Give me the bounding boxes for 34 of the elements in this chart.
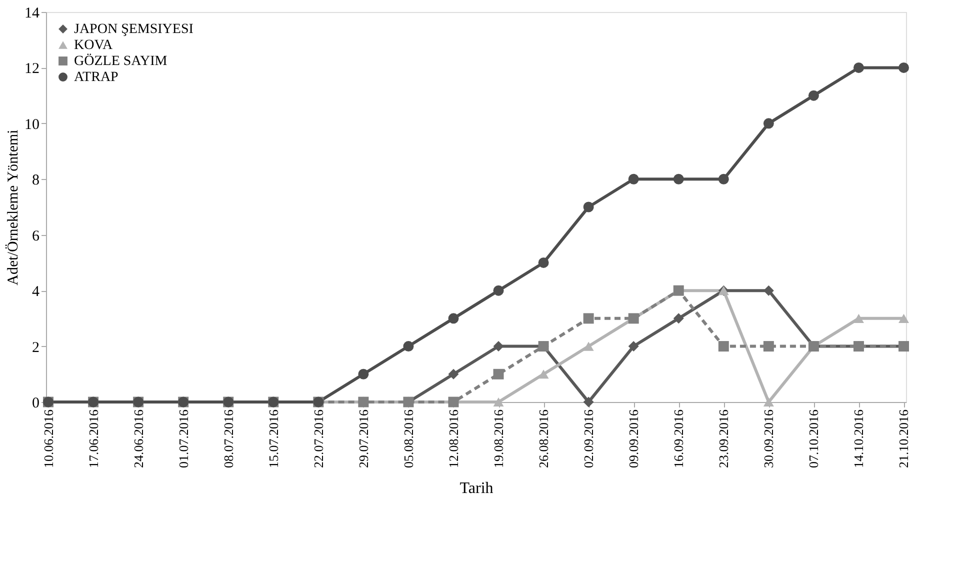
y-tick-label: 12	[24, 61, 40, 78]
y-axis-title: Adet/Örnekleme Yöntemi	[4, 130, 22, 286]
x-axis-title: Tarih	[460, 480, 494, 497]
x-tick-label: 17.06.2016	[86, 409, 101, 468]
y-tick-label: 14	[24, 6, 40, 22]
x-tick-label: 29.07.2016	[356, 409, 371, 468]
legend-label: GÖZLE SAYIM	[74, 53, 168, 69]
legend-label: JAPON ŞEMSIYESI	[74, 22, 194, 37]
x-tick-label: 30.09.2016	[761, 409, 776, 468]
y-tick-label: 6	[32, 228, 40, 244]
x-tick-label: 21.10.2016	[896, 409, 912, 468]
x-tick-label: 02.09.2016	[581, 409, 596, 468]
x-tick-label: 14.10.2016	[851, 409, 866, 468]
x-tick-label: 22.07.2016	[310, 409, 326, 468]
y-tick-label: 10	[24, 116, 40, 133]
x-tick-label: 23.09.2016	[716, 409, 732, 468]
y-tick-label: 0	[32, 396, 40, 412]
y-tick-label: 2	[32, 340, 40, 356]
x-tick-label: 24.06.2016	[130, 409, 146, 468]
legend-label: ATRAP	[74, 70, 119, 85]
x-tick-label: 15.07.2016	[266, 409, 281, 468]
x-tick-label: 12.08.2016	[446, 409, 461, 468]
x-tick-label: 19.08.2016	[491, 409, 506, 468]
x-tick-label: 08.07.2016	[220, 409, 236, 468]
legend-label: KOVA	[74, 38, 114, 53]
x-tick-label: 26.08.2016	[536, 409, 552, 468]
y-tick-label: 8	[32, 172, 40, 189]
x-tick-label: 16.09.2016	[671, 409, 686, 468]
x-tick-label: 01.07.2016	[176, 409, 191, 468]
x-tick-label: 09.09.2016	[626, 409, 642, 468]
x-tick-label: 07.10.2016	[806, 409, 822, 468]
y-tick-label: 4	[32, 284, 40, 300]
x-tick-label: 05.08.2016	[400, 409, 416, 468]
x-tick-label: 10.06.2016	[40, 409, 56, 468]
